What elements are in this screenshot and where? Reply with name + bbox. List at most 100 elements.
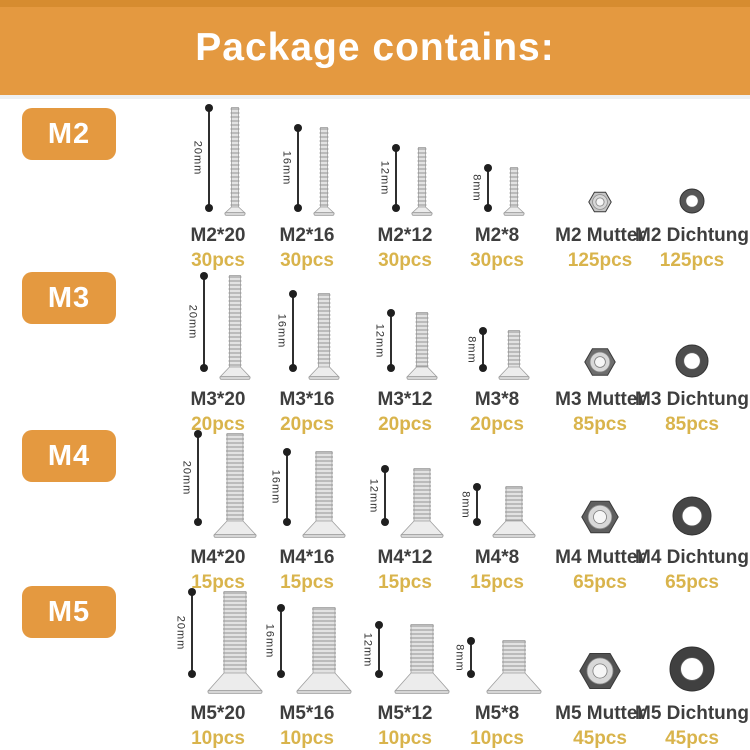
dimension-line [204, 104, 213, 212]
dimension-indicator: 8mm [457, 483, 481, 526]
item-count: 20pcs [191, 413, 245, 435]
screw-icon [212, 433, 257, 538]
dimension-label: 12mm [378, 160, 391, 196]
item-name: M2*16 [279, 225, 335, 246]
dimension-label: 8mm [459, 490, 472, 519]
item-name: M4 Mutter [555, 547, 645, 568]
washer-figure [630, 104, 750, 216]
screw-figure: 16mm [252, 582, 362, 694]
dimension-line [293, 124, 302, 212]
size-badge-m2: M2 [22, 108, 116, 160]
dimension-line [282, 448, 291, 526]
nut-icon [581, 500, 619, 534]
washer-icon [669, 646, 715, 692]
screw-icon [485, 640, 542, 694]
dimension-indicator: 8mm [463, 327, 487, 372]
dimension-line [199, 272, 208, 372]
screw-icon [307, 293, 340, 380]
dimension-line [386, 309, 395, 372]
dimension-label: 16mm [275, 313, 288, 349]
item-count: 20pcs [378, 413, 432, 435]
screw-figure: 8mm [442, 104, 552, 216]
dimension-indicator: 16mm [261, 604, 285, 678]
screw-item: 16mm M2*16 30pcs [252, 104, 362, 272]
item-name: M2*8 [474, 225, 520, 246]
item-name: M5 Dichtung [635, 703, 749, 724]
washer-item: M3 Dichtung 85pcs [630, 268, 750, 436]
item-name: M2*20 [190, 225, 246, 246]
screw-figure: 12mm [350, 268, 460, 380]
item-count: 30pcs [470, 249, 524, 271]
screw-item: 20mm M3*20 20pcs [163, 268, 273, 436]
washer-item: M5 Dichtung 45pcs [630, 582, 750, 750]
washer-icon [675, 344, 709, 378]
item-count: 15pcs [280, 571, 334, 593]
washer-figure [630, 582, 750, 694]
nut-icon [588, 191, 612, 213]
item-count: 45pcs [573, 727, 627, 749]
screw-item: 12mm M2*12 30pcs [350, 104, 460, 272]
item-count: 65pcs [665, 571, 719, 593]
size-row-m2: M2 20mm M2*20 30pcs 16mm M2*16 30pcs 12mm M2*… [0, 104, 750, 271]
dimension-label: 8mm [453, 643, 466, 672]
dimension-label: 8mm [470, 174, 483, 202]
item-count: 20pcs [280, 413, 334, 435]
item-count: 30pcs [378, 249, 432, 271]
item-name: M5*20 [190, 703, 246, 724]
dimension-label: 16mm [263, 623, 276, 659]
screw-icon [295, 607, 352, 694]
dimension-line [187, 588, 196, 678]
screw-figure: 8mm [442, 582, 552, 694]
size-badge-m4: M4 [22, 430, 116, 482]
item-count: 30pcs [280, 249, 334, 271]
dimension-indicator: 8mm [451, 637, 475, 678]
size-badge-m5: M5 [22, 586, 116, 638]
screw-icon [399, 468, 444, 538]
screw-icon [410, 147, 433, 216]
page-title: Package contains: [195, 25, 555, 69]
washer-icon [672, 496, 712, 536]
item-name: M2 Mutter [555, 225, 645, 246]
screw-item: 16mm M5*16 10pcs [252, 582, 362, 750]
dimension-indicator: 12mm [371, 309, 395, 372]
item-name: M3*20 [190, 389, 246, 410]
item-name: M4 Dichtung [635, 547, 749, 568]
nut-figure [540, 426, 660, 538]
dimension-label: 20mm [180, 460, 193, 496]
dimension-indicator: 12mm [365, 465, 389, 526]
screw-figure: 8mm [442, 268, 552, 380]
screw-icon [502, 167, 525, 216]
screw-icon [497, 330, 530, 380]
washer-item: M4 Dichtung 65pcs [630, 426, 750, 594]
dimension-line [466, 637, 475, 678]
item-count: 85pcs [665, 413, 719, 435]
item-name: M3 Mutter [555, 389, 645, 410]
nut-item: M5 Mutter 45pcs [540, 582, 660, 750]
screw-figure: 20mm [163, 426, 273, 538]
nut-item: M2 Mutter 125pcs [540, 104, 660, 272]
dimension-indicator: 12mm [359, 621, 383, 678]
dimension-line [483, 164, 492, 212]
dimension-label: 8mm [465, 335, 478, 364]
screw-figure: 8mm [442, 426, 552, 538]
item-name: M3 Dichtung [635, 389, 749, 410]
item-name: M3*12 [377, 389, 433, 410]
size-row-m5: M5 20mm M5*20 10pcs 16mm M5*16 10pcs 12mm M5*… [0, 582, 750, 749]
washer-figure [630, 426, 750, 538]
dimension-indicator: 20mm [184, 272, 208, 372]
item-count: 15pcs [470, 571, 524, 593]
item-name: M3*16 [279, 389, 335, 410]
item-count: 10pcs [470, 727, 524, 749]
dimension-indicator: 20mm [178, 430, 202, 526]
screw-figure: 16mm [252, 426, 362, 538]
dimension-line [288, 290, 297, 372]
screw-item: 12mm M5*12 10pcs [350, 582, 460, 750]
screw-item: 12mm M4*12 15pcs [350, 426, 460, 594]
item-count: 15pcs [191, 571, 245, 593]
screw-item: 20mm M4*20 15pcs [163, 426, 273, 594]
item-count: 20pcs [470, 413, 524, 435]
item-count: 30pcs [191, 249, 245, 271]
item-name: M5*8 [474, 703, 520, 724]
dimension-indicator: 20mm [172, 588, 196, 678]
